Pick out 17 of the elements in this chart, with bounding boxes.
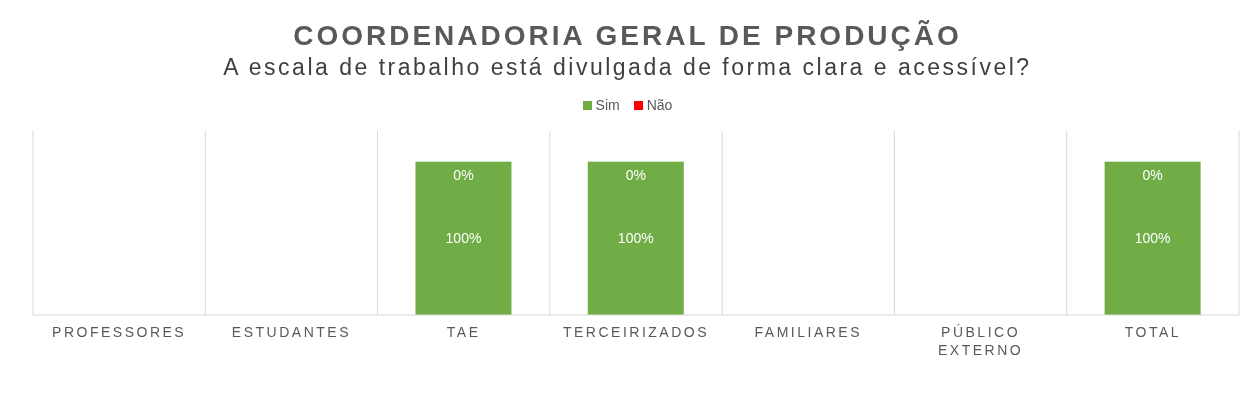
legend-label: Sim bbox=[594, 96, 620, 115]
legend-label: Não bbox=[645, 96, 673, 115]
data-label: 0% bbox=[1142, 166, 1163, 183]
x-tick-label: TAE bbox=[446, 324, 481, 340]
x-tick-label: ESTUDANTES bbox=[231, 324, 351, 340]
x-tick-label: TERCEIRIZADOS bbox=[562, 324, 710, 340]
x-tick-label: PÚBLICO EXTERNO bbox=[937, 324, 1024, 358]
chart-subtitle: A escala de trabalho está divulgada de forma clara e acessível? bbox=[222, 54, 1033, 81]
x-tick-label: FAMILIARES bbox=[754, 324, 863, 340]
data-label: 100% bbox=[1134, 230, 1171, 247]
x-tick-label: PROFESSORES bbox=[52, 324, 187, 340]
data-label: 100% bbox=[445, 230, 482, 247]
data-label: 0% bbox=[625, 166, 646, 183]
chart-title: COORDENADORIA GERAL DE PRODUÇÃO bbox=[292, 20, 963, 52]
data-label: 100% bbox=[617, 230, 654, 247]
x-tick-label: TOTAL bbox=[1124, 324, 1182, 340]
data-label: 0% bbox=[453, 166, 474, 183]
